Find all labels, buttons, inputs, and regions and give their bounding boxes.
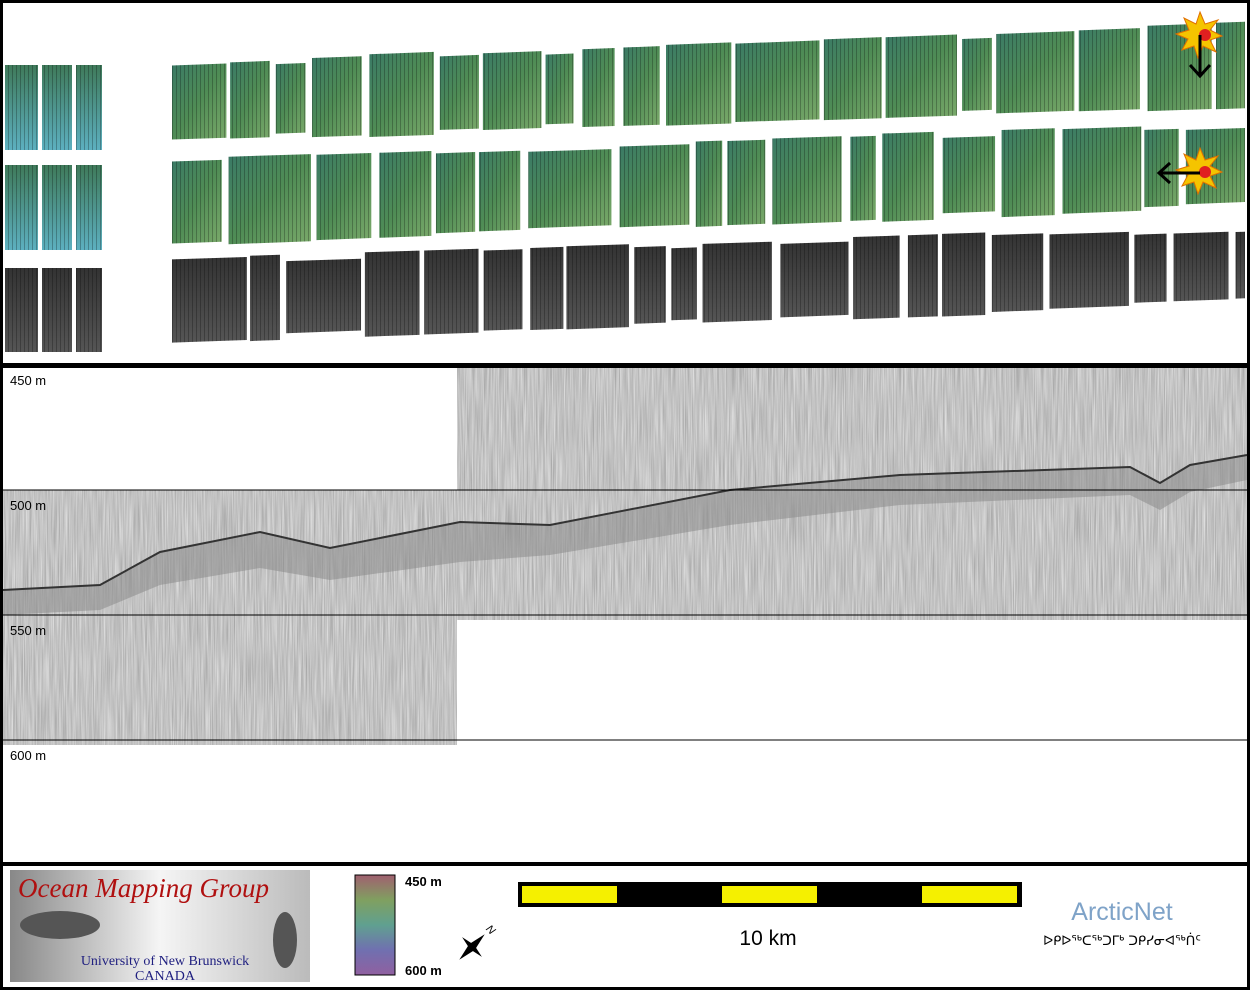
swath-texture [962,37,992,111]
marker-middle [1156,146,1224,196]
swath-texture [275,63,306,134]
swath-texture [439,54,479,130]
swath-texture [369,51,434,137]
scale-bar-segment [522,886,617,903]
swath-texture [1001,128,1055,218]
swath-texture [1062,126,1142,214]
logo-subtitle: University of New Brunswick [81,954,249,969]
swath-texture [228,154,311,245]
partner-name: ArcticNet [1071,898,1172,926]
color-bar-bottom-label: 600 m [405,963,442,978]
swath-texture [42,268,72,352]
swath-texture [1144,128,1179,208]
swath-texture [702,241,772,323]
swath-texture [566,244,629,330]
swath-texture [316,153,372,241]
swath-strips [5,21,1245,352]
swath-texture [1216,21,1245,110]
swath-texture [483,249,523,331]
swath-texture [1134,233,1167,303]
swath-texture [735,40,820,123]
swath-texture [1173,231,1229,302]
swath-texture [850,135,876,221]
color-bar [354,874,396,976]
depth-label: 550 m [10,623,46,638]
swath-texture [671,247,697,321]
swath-texture [772,136,842,225]
swath-texture [882,131,934,222]
swath-texture [727,139,766,226]
seafloor-line [2,454,1248,591]
swath-texture [5,65,38,150]
swath-texture [286,258,362,334]
color-bar-top-label: 450 m [405,874,442,889]
swath-texture [619,144,690,228]
swath-texture [5,268,38,352]
sediment-layer [3,455,1247,615]
swath-texture [364,250,420,337]
swath-texture [780,241,849,318]
swath-texture [312,56,362,138]
swath-texture [545,53,574,125]
swath-texture [1235,231,1245,299]
swath-texture [885,34,957,118]
marker-top [1174,10,1224,79]
logo-title: Ocean Mapping Group [18,873,269,903]
logo-ship [20,911,100,939]
swath-texture [42,65,72,150]
scale-bar-segment [722,886,817,903]
swath-texture [530,246,564,330]
scale-bar-segment [922,886,1017,903]
swath-texture [996,31,1075,114]
swath-texture [76,165,102,250]
swath-texture [1049,231,1129,309]
depth-label: 500 m [10,498,46,513]
swath-texture [991,233,1044,312]
swath-texture [379,151,432,238]
swath-texture [482,51,542,130]
swath-texture [907,234,938,318]
swath-texture [942,136,996,214]
swath-texture [582,48,615,128]
swath-texture [230,60,270,139]
depth-label: 450 m [10,373,46,388]
swath-texture [42,165,72,250]
swath-texture [853,235,900,320]
logo-country: CANADA [135,969,196,984]
swath-texture [424,248,479,335]
swath-texture [1078,28,1140,112]
swath-texture [634,246,666,324]
swath-texture [250,254,280,342]
swath-texture [172,256,247,343]
swath-texture [528,149,612,229]
logo-fish [273,912,297,968]
swath-texture [172,63,227,140]
swath-texture [5,165,38,250]
swath-texture [76,268,102,352]
swath-texture [478,150,521,232]
swath-texture [666,42,732,126]
swath-texture [435,152,476,234]
swath-texture [695,140,723,227]
profile-noise [3,490,457,745]
swath-texture [172,159,222,244]
swath-texture [623,46,660,126]
partner-name-inuktitut: ᐅᑭᐅᖅᑕᖅᑐᒥᒃ ᑐᑭᓯᓂᐊᖅᑏᑦ [1043,932,1201,949]
swath-texture [76,65,102,150]
depth-label: 600 m [10,748,46,763]
swath-texture [823,37,882,121]
swath-texture [942,232,986,317]
scale-bar-label: 10 km [739,927,796,950]
